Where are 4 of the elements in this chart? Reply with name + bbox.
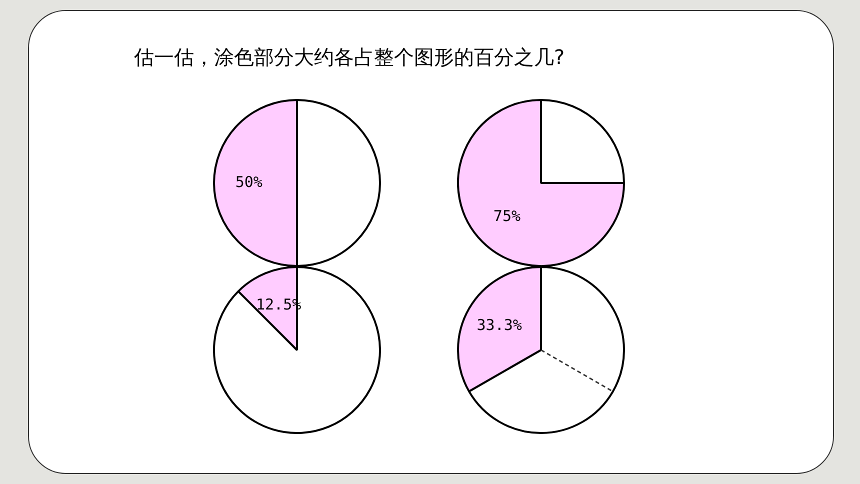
chart-title: 估一估，涂色部分大约各占整个图形的百分之几?: [134, 44, 566, 71]
data-label: 75%: [493, 206, 521, 225]
data-label: 33.3%: [476, 316, 522, 334]
data-label: 50%: [235, 172, 262, 191]
